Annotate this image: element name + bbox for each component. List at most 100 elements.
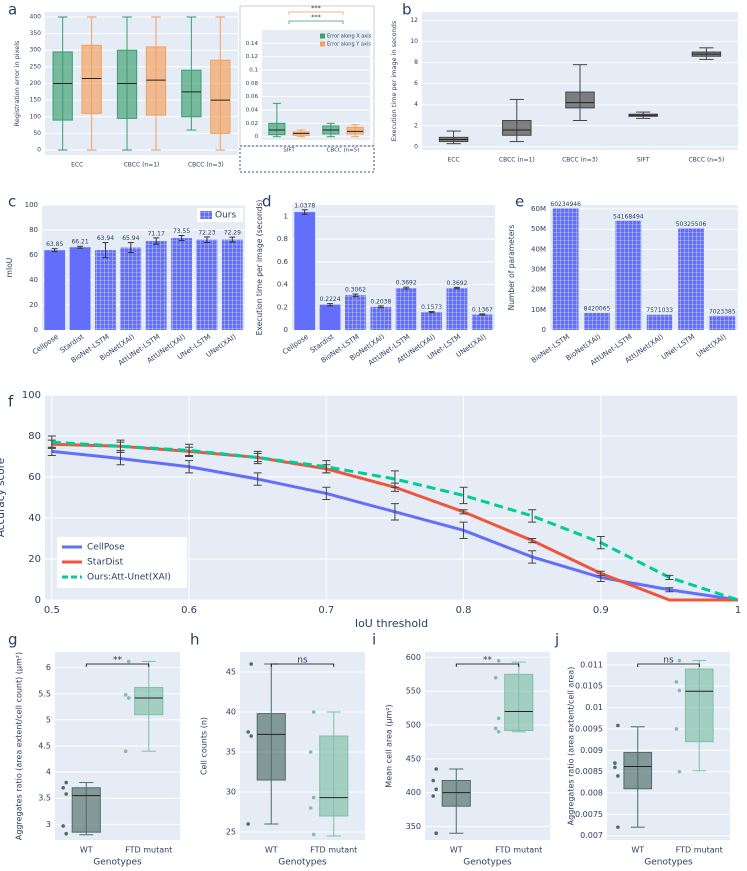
y-tick-label: 350 bbox=[406, 822, 421, 831]
y-tick-label: 60 bbox=[29, 251, 38, 259]
panel-letter: h bbox=[190, 631, 200, 649]
legend-label: CellPose bbox=[87, 543, 125, 553]
y-tick-label: 100 bbox=[22, 390, 41, 401]
y-tick-label: 40 bbox=[28, 513, 41, 524]
box bbox=[504, 673, 534, 731]
x-axis-title: IoU threshold bbox=[355, 617, 428, 630]
x-tick-label: CBCC (n=1) bbox=[499, 157, 535, 164]
y-tick-label: 5.5 bbox=[38, 689, 51, 698]
y-tick-label: 0.4 bbox=[277, 281, 289, 289]
point bbox=[246, 822, 250, 826]
x-tick-label: ECC bbox=[71, 162, 83, 169]
y-tick-label: 100 bbox=[30, 113, 42, 120]
point bbox=[308, 806, 313, 810]
data-label: 66.21 bbox=[71, 239, 88, 246]
x-tick-label: 0.6 bbox=[181, 605, 197, 616]
point bbox=[126, 696, 131, 700]
y-tick-label: 0.009 bbox=[580, 746, 603, 755]
y-tick-label: 3 bbox=[46, 820, 51, 829]
box bbox=[210, 59, 231, 134]
y-tick-label: 0.2 bbox=[277, 303, 288, 311]
y-tick-label: 4 bbox=[414, 101, 418, 108]
point bbox=[311, 710, 316, 714]
x-tick-label: WT bbox=[631, 846, 644, 855]
data-label: 0.1367 bbox=[472, 306, 493, 313]
y-tick-label: 0 bbox=[255, 134, 259, 140]
y-tick-label: 400 bbox=[406, 788, 421, 797]
y-tick-label: 50M bbox=[531, 225, 546, 233]
y-tick-label: 40 bbox=[226, 708, 236, 717]
point bbox=[434, 831, 438, 836]
data-label: 63.94 bbox=[97, 235, 114, 242]
significance-label: ** bbox=[483, 656, 493, 666]
x-tick-label: WT bbox=[265, 846, 278, 855]
y-tick-label: 2 bbox=[414, 122, 418, 129]
error-bar bbox=[116, 439, 125, 453]
legend-label: Error along Y axis bbox=[327, 42, 371, 48]
point bbox=[61, 785, 65, 790]
error-bar bbox=[253, 450, 262, 465]
bar bbox=[709, 315, 736, 330]
y-tick-label: 0 bbox=[542, 326, 546, 334]
y-tick-label: 10 bbox=[410, 38, 418, 45]
y-tick-label: 4 bbox=[46, 768, 51, 777]
point bbox=[613, 761, 617, 765]
box bbox=[81, 44, 102, 114]
x-tick-label: CBCC (n=5) bbox=[327, 148, 360, 154]
point bbox=[123, 693, 128, 697]
box bbox=[116, 49, 138, 119]
point bbox=[613, 765, 617, 770]
y-tick-label: 550 bbox=[406, 687, 421, 696]
y-tick-label: 0 bbox=[414, 143, 418, 150]
y-tick-label: 0.011 bbox=[580, 660, 603, 669]
y-tick-label: 0 bbox=[35, 595, 41, 606]
x-axis-title: Genotypes bbox=[93, 858, 142, 868]
error-bar bbox=[665, 574, 674, 580]
y-tick-label: 5 bbox=[46, 715, 51, 724]
bar bbox=[370, 306, 392, 330]
data-label: 7571033 bbox=[646, 307, 673, 314]
panel-letter: f bbox=[8, 393, 14, 411]
point bbox=[496, 658, 501, 663]
data-label: 65.94 bbox=[122, 235, 139, 242]
y-tick-label: 10M bbox=[531, 306, 546, 314]
box bbox=[319, 735, 349, 817]
bar bbox=[221, 239, 243, 330]
point bbox=[311, 832, 316, 837]
x-tick-label: UNet(XAI) bbox=[695, 333, 728, 360]
point bbox=[616, 825, 620, 829]
x-tick-label: CBCC (n=1) bbox=[124, 162, 160, 169]
x-tick-label: UNet-LSTM bbox=[660, 333, 696, 362]
data-label: 0.2038 bbox=[370, 298, 391, 305]
bar bbox=[196, 239, 218, 330]
x-tick-label: BioNet-LSTM bbox=[530, 333, 571, 365]
box bbox=[256, 713, 286, 781]
y-tick-label: 0.0085 bbox=[575, 767, 603, 776]
y-tick-label: 60 bbox=[28, 472, 41, 483]
y-tick-label: 0.0105 bbox=[575, 682, 603, 691]
y-tick-label: 0.08 bbox=[246, 81, 259, 87]
legend-label: Ours:Att-Unet(XAI) bbox=[87, 573, 171, 583]
y-tick-label: 0 bbox=[34, 326, 38, 334]
panel-letter: e bbox=[515, 193, 524, 211]
point bbox=[308, 750, 313, 754]
y-tick-label: 0.8 bbox=[277, 235, 288, 243]
box bbox=[565, 91, 595, 109]
significance-bracket bbox=[288, 11, 344, 15]
x-tick-label: Cellpose bbox=[281, 333, 310, 357]
y-tick-label: 0 bbox=[284, 326, 288, 334]
error-bar bbox=[596, 570, 605, 576]
y-tick-label: 0.14 bbox=[246, 41, 259, 47]
data-label: 0.3692 bbox=[396, 280, 417, 287]
box bbox=[268, 122, 286, 136]
legend-label: StarDist bbox=[87, 558, 124, 568]
point bbox=[677, 688, 682, 693]
panel-letter: a bbox=[8, 1, 17, 19]
x-tick-label: FTD mutant bbox=[495, 846, 542, 855]
error-bar bbox=[322, 486, 331, 501]
y-tick-label: 60M bbox=[531, 205, 546, 213]
data-label: 71.17 bbox=[148, 230, 165, 237]
box bbox=[346, 126, 364, 135]
y-tick-label: 0.1 bbox=[249, 68, 258, 74]
point bbox=[496, 729, 501, 734]
